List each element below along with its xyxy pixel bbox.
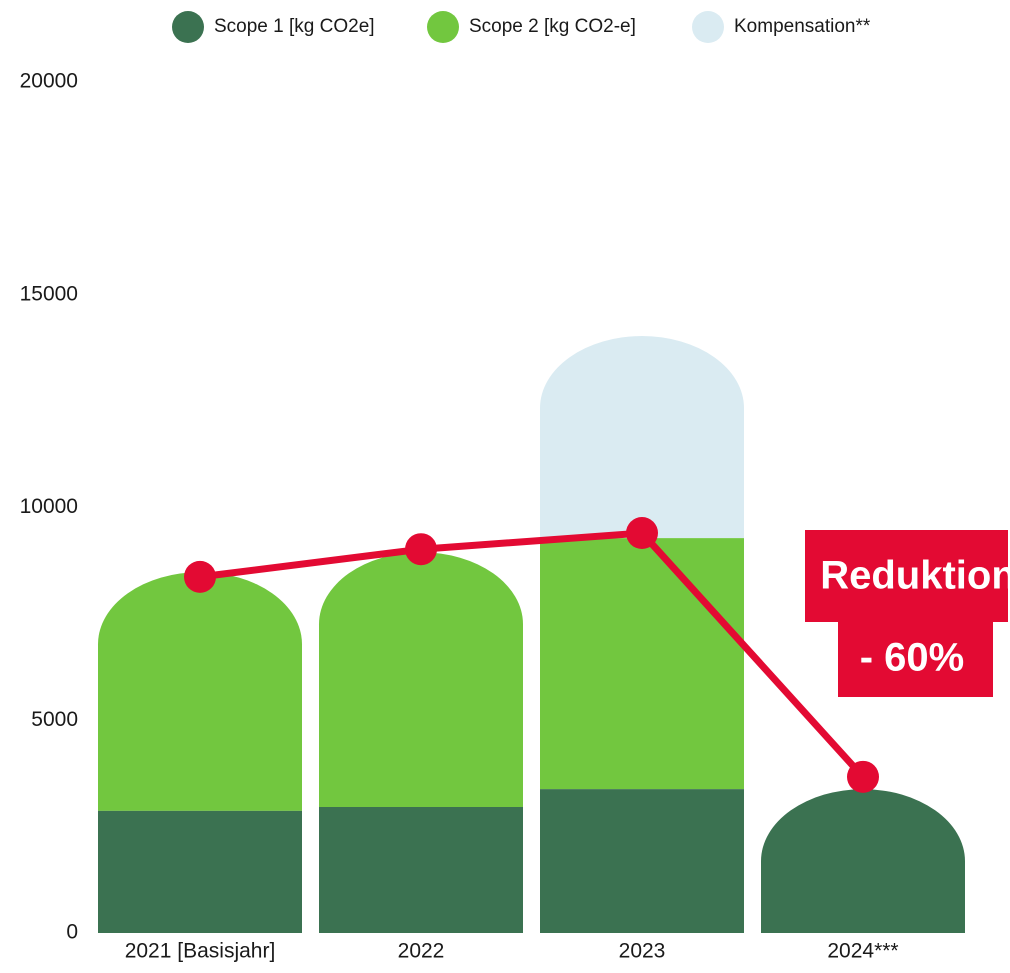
x-tick-label: 2022	[398, 940, 445, 963]
y-tick-label: 0	[66, 921, 78, 944]
line-point	[847, 760, 879, 793]
bar-segment	[540, 336, 744, 539]
bar-segment	[98, 572, 302, 811]
y-tick-label: 20000	[20, 70, 78, 93]
y-tick-label: 15000	[20, 282, 78, 305]
bar-segment	[540, 538, 744, 790]
bar-segment	[540, 789, 744, 933]
legend-label: Kompensation**	[734, 16, 871, 37]
bar-segment	[319, 807, 523, 933]
line-point	[184, 560, 216, 593]
line	[199, 529, 866, 780]
annotation: - 60%	[860, 636, 965, 680]
y-tick-label: 5000	[31, 708, 78, 731]
annotation: Reduktion	[820, 554, 1010, 598]
x-tick-label: 2023	[619, 940, 666, 963]
legend-label: Scope 1 [kg CO2e]	[214, 16, 375, 37]
legend-swatch	[692, 11, 724, 43]
line-point	[626, 517, 658, 550]
annotation-box	[805, 530, 1008, 622]
legend-label: Scope 2 [kg CO2-e]	[469, 16, 636, 37]
legend-swatch	[427, 11, 459, 43]
line-point	[405, 533, 437, 566]
annotation-box	[838, 620, 993, 697]
bar-segment	[98, 810, 302, 933]
x-tick-label: 2021 [Basisjahr]	[125, 940, 276, 963]
bar-segment	[319, 552, 523, 808]
y-tick-label: 10000	[20, 495, 78, 518]
x-tick-label: 2024***	[827, 940, 898, 963]
bar-segment	[761, 789, 965, 933]
legend-swatch	[172, 11, 204, 43]
